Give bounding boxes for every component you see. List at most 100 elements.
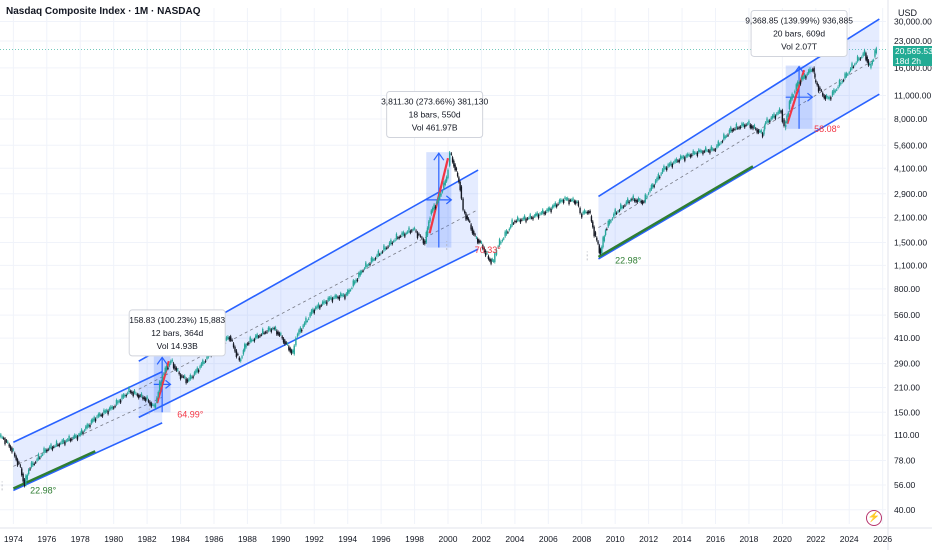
candle-body	[443, 182, 445, 189]
candle-body	[341, 294, 343, 296]
candle-body	[72, 436, 74, 439]
time-axis[interactable]: 1974 1976 1978 1980 1982 1984 1986 1988 1990 1992…	[4, 534, 892, 544]
candle-body	[151, 404, 154, 406]
candle-body	[276, 330, 278, 335]
candle-body	[404, 234, 406, 237]
candle-body	[206, 355, 208, 359]
candle-body	[174, 365, 176, 370]
candle-body	[333, 297, 335, 299]
candle-body	[749, 124, 751, 128]
candle-body	[471, 227, 474, 234]
candle-body	[395, 233, 398, 239]
candle-body	[691, 154, 693, 157]
candle-body	[739, 126, 742, 128]
candle-body	[682, 156, 685, 158]
candle-body	[572, 198, 574, 201]
candle-body	[445, 176, 448, 182]
candle-body	[374, 258, 377, 260]
candle-body	[145, 398, 147, 401]
candle-body	[474, 234, 476, 236]
candle-body	[111, 406, 113, 409]
candle-body	[388, 242, 391, 246]
candle-body	[490, 259, 492, 264]
candle-body	[525, 218, 527, 222]
candle-body	[771, 115, 774, 119]
candle-body	[270, 329, 272, 332]
candle-body	[649, 189, 651, 192]
candle-body	[298, 330, 300, 335]
candle-body	[436, 201, 438, 205]
candle-body	[377, 250, 380, 256]
candle-body	[433, 204, 435, 210]
candle-body	[678, 159, 680, 162]
candle-body	[530, 217, 533, 219]
candle-body	[348, 289, 350, 293]
candle-body	[86, 424, 88, 428]
x-tick-label: 2018	[739, 534, 758, 544]
candle-body	[469, 221, 471, 223]
candle-body	[812, 69, 814, 71]
candle-body	[670, 162, 672, 165]
candle-body	[342, 294, 345, 296]
candle-body	[562, 200, 565, 203]
candle-body	[827, 97, 829, 99]
candle-body	[840, 83, 842, 85]
candle-body	[473, 231, 475, 235]
currency-label[interactable]: USD	[898, 8, 918, 18]
candle-body	[849, 68, 852, 71]
candle-body	[601, 246, 603, 253]
candle-body	[760, 130, 762, 133]
candle-body	[328, 297, 331, 300]
candle-body	[845, 73, 848, 77]
candle-body	[724, 136, 726, 138]
candle-body	[399, 236, 402, 238]
candle-body	[440, 193, 442, 196]
candle-body	[177, 369, 179, 371]
candle-body	[450, 153, 453, 155]
candle-body	[115, 400, 118, 405]
candle-body	[106, 410, 108, 412]
candle-body	[76, 436, 79, 440]
candle-body	[15, 456, 17, 460]
candle-body	[344, 295, 346, 299]
tradingview-logo-icon[interactable]: ⚡	[866, 510, 882, 526]
candle-body	[598, 245, 601, 253]
candle-body	[12, 449, 15, 451]
candle-body	[856, 56, 859, 62]
candle-body	[306, 320, 309, 322]
y-tick-label: 23,000.00	[894, 36, 932, 46]
channel-lower-line	[13, 422, 163, 492]
candle-body	[54, 445, 56, 447]
candle-body	[69, 439, 72, 441]
candle-body	[707, 150, 710, 152]
candle-body	[716, 145, 718, 148]
channel-layer[interactable]	[12, 18, 880, 492]
measure-info-line: 158.83 (100.23%) 15,883	[129, 315, 225, 325]
candle-body	[498, 239, 501, 246]
candle-body	[643, 201, 645, 203]
candle-body	[542, 209, 544, 214]
candle-body	[637, 198, 640, 201]
candle-body	[458, 177, 460, 183]
candle-body	[627, 198, 629, 203]
candle-body	[181, 375, 183, 377]
candle-body	[745, 124, 747, 126]
x-tick-label: 2014	[673, 534, 692, 544]
candle-body	[96, 416, 98, 418]
candle-body	[652, 184, 654, 188]
candle-body	[835, 89, 838, 91]
candle-body	[40, 455, 42, 457]
candle-body	[249, 337, 251, 342]
candle-body	[447, 169, 449, 178]
candle-body	[334, 295, 336, 298]
candle-body	[628, 201, 630, 204]
candle-body	[193, 372, 196, 375]
price-axis[interactable]: 40.00 56.00 78.00 110.00 150.00 210.00 290.00 4…	[894, 16, 932, 514]
candle-body	[759, 131, 761, 133]
candle-body	[246, 343, 249, 345]
channel-upper-line	[13, 371, 163, 443]
candle-body	[118, 400, 120, 402]
candle-body	[129, 391, 132, 393]
candle-body	[2, 438, 5, 440]
